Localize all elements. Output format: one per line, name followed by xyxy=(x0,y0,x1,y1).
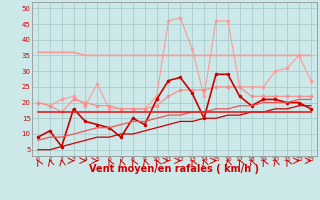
X-axis label: Vent moyen/en rafales ( km/h ): Vent moyen/en rafales ( km/h ) xyxy=(89,164,260,174)
